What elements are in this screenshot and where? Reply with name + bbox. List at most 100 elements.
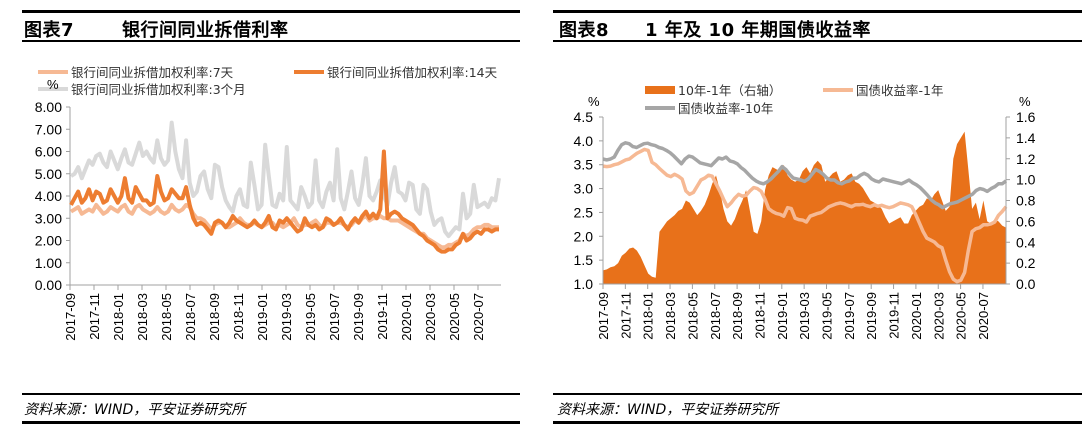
series-line-1y: [602, 147, 1008, 284]
legend-label-spread: 10年-1年（右轴）: [678, 83, 782, 98]
left-chart-unit: %: [47, 77, 59, 92]
legend-swatch-7d: [38, 69, 68, 74]
x-tick-label: 2018-03: [663, 292, 678, 340]
x-tick-label: 2017-11: [618, 292, 633, 339]
x-tick-label: 2018-01: [641, 292, 656, 340]
legend-item-7d: 银行间同业拆借加权利率:7天: [38, 62, 233, 81]
right-y-tick-label: 0.6: [1016, 213, 1036, 229]
legend-label-1y: 国债收益率-1年: [856, 83, 944, 98]
legend-item-14d: 银行间同业拆借加权利率:14天: [294, 62, 497, 81]
x-tick-label: 2019-01: [775, 292, 790, 340]
right-y-tick-label: 0.0: [1016, 276, 1036, 292]
y-tick-label: 0.00: [35, 277, 62, 293]
x-tick-label: 2020-01: [909, 292, 924, 340]
series-line-14d: [69, 149, 499, 254]
legend-swatch-3m: [38, 86, 68, 91]
legend-swatch-10y: [645, 105, 675, 110]
figure-8-panel: 图表8 1 年及 10 年期国债收益率 10年-1年（右轴） 国债收益率-1年 国…: [541, 0, 1082, 438]
x-tick-label: 2019-07: [842, 292, 857, 340]
legend-label-7d: 银行间同业拆借加权利率:7天: [71, 65, 234, 80]
right-y-tick-label: 0.4: [1016, 234, 1036, 250]
x-tick-label: 2019-11: [375, 293, 390, 340]
left-axis-unit: %: [588, 94, 600, 109]
y-tick-label: 4.00: [35, 188, 62, 204]
left-y-tick-label: 1.0: [574, 276, 594, 292]
title-bottom-rule: [553, 40, 1082, 42]
x-tick-label: 2020-03: [423, 293, 438, 341]
x-tick-label: 2019-09: [864, 292, 879, 340]
x-tick-label: 2018-03: [135, 293, 150, 341]
x-tick-label: 2020-07: [976, 292, 991, 340]
right-axis-unit: %: [1019, 94, 1031, 109]
source-bottom-rule: [553, 421, 1082, 424]
legend-item-3m: 银行间同业拆借加权利率:3个月: [38, 79, 246, 98]
y-tick-label: 2.00: [35, 233, 62, 249]
legend-item-10y: 国债收益率-10年: [645, 98, 773, 117]
right-y-tick-label: 1.0: [1016, 172, 1036, 188]
figure-7-panel: 图表7 银行间同业拆借利率 银行间同业拆借加权利率:7天 银行间同业拆借加权利率:…: [0, 0, 540, 438]
x-tick-label: 2017-09: [63, 293, 78, 341]
x-tick-label: 2018-01: [111, 293, 126, 341]
left-y-tick-label: 4.0: [574, 133, 594, 149]
source-bottom-rule: [22, 421, 520, 424]
figure-7-number: 图表7: [24, 20, 75, 41]
legend-label-3m: 银行间同业拆借加权利率:3个月: [71, 82, 246, 97]
series-line-3m: [69, 120, 501, 239]
x-tick-label: 2019-03: [279, 293, 294, 341]
x-tick-label: 2019-01: [255, 293, 270, 341]
x-tick-label: 2019-05: [820, 292, 835, 340]
y-tick-label: 5.00: [35, 166, 62, 182]
title-top-rule: [22, 10, 520, 13]
x-tick-label: 2019-05: [303, 293, 318, 341]
figure-8-heading: 1 年及 10 年期国债收益率: [645, 20, 871, 41]
x-tick-label: 2020-01: [399, 293, 414, 341]
x-tick-label: 2017-09: [596, 292, 611, 340]
x-tick-label: 2018-05: [685, 292, 700, 340]
x-tick-label: 2018-05: [159, 293, 174, 341]
figure-8-chart: 1.0 1.5 2.0 2.5 3.0 3.5 4.0 4.5 0.0 0.2 0.4 0.6 0.8 1…: [574, 109, 1036, 340]
x-tick-label: 2018-07: [708, 292, 723, 340]
legend-swatch-1y: [823, 87, 853, 92]
right-y-tick-label: 1.6: [1016, 109, 1036, 125]
left-y-tick-label: 3.5: [574, 157, 594, 173]
x-tick-label: 2017-11: [87, 293, 102, 340]
y-tick-label: 7.00: [35, 121, 62, 137]
figure-7-chart: 0.00 1.00 2.00 3.00 4.00 5.00 6.00 7.00 8.00 2017…: [35, 99, 501, 341]
legend-swatch-spread: [645, 85, 675, 94]
x-tick-label: 2020-05: [447, 293, 462, 341]
figure-8-title: 图表8 1 年及 10 年期国债收益率: [559, 16, 871, 42]
legend-swatch-14d: [294, 69, 324, 74]
y-tick-label: 3.00: [35, 210, 62, 226]
y-tick-label: 8.00: [35, 99, 62, 115]
x-tick-label: 2018-11: [231, 293, 246, 340]
left-y-tick-label: 3.0: [574, 181, 594, 197]
x-tick-label: 2018-09: [730, 292, 745, 340]
x-tick-label: 2018-09: [207, 293, 222, 341]
legend-item-spread: 10年-1年（右轴）: [645, 80, 781, 99]
x-tick-label: 2019-07: [327, 293, 342, 341]
left-y-tick-label: 4.5: [574, 109, 594, 125]
x-tick-label: 2020-07: [471, 293, 486, 341]
figure-7-title: 图表7 银行间同业拆借利率: [24, 16, 289, 42]
figure-7-source: 资料来源：WIND，平安证券研究所: [24, 402, 246, 418]
x-tick-label: 2019-11: [887, 292, 902, 339]
x-tick-label: 2019-09: [351, 293, 366, 341]
title-bottom-rule: [22, 40, 520, 42]
left-y-tick-label: 2.5: [574, 204, 594, 220]
x-tick-label: 2019-03: [797, 292, 812, 340]
figure-7-heading: 银行间同业拆借利率: [122, 20, 289, 41]
title-top-rule: [553, 10, 1082, 13]
right-y-tick-label: 1.2: [1016, 151, 1036, 167]
left-y-tick-label: 2.0: [574, 228, 594, 244]
x-tick-label: 2020-05: [954, 292, 969, 340]
right-y-tick-label: 1.4: [1016, 130, 1036, 146]
legend-label-14d: 银行间同业拆借加权利率:14天: [327, 65, 498, 80]
right-y-tick-label: 0.8: [1016, 193, 1036, 209]
series-area-spread: [603, 131, 1006, 284]
source-top-rule: [553, 393, 1082, 395]
right-y-tick-label: 0.2: [1016, 255, 1036, 271]
y-tick-label: 6.00: [35, 144, 62, 160]
source-top-rule: [22, 393, 520, 395]
x-tick-label: 2018-11: [752, 292, 767, 339]
legend-item-1y: 国债收益率-1年: [823, 80, 943, 99]
